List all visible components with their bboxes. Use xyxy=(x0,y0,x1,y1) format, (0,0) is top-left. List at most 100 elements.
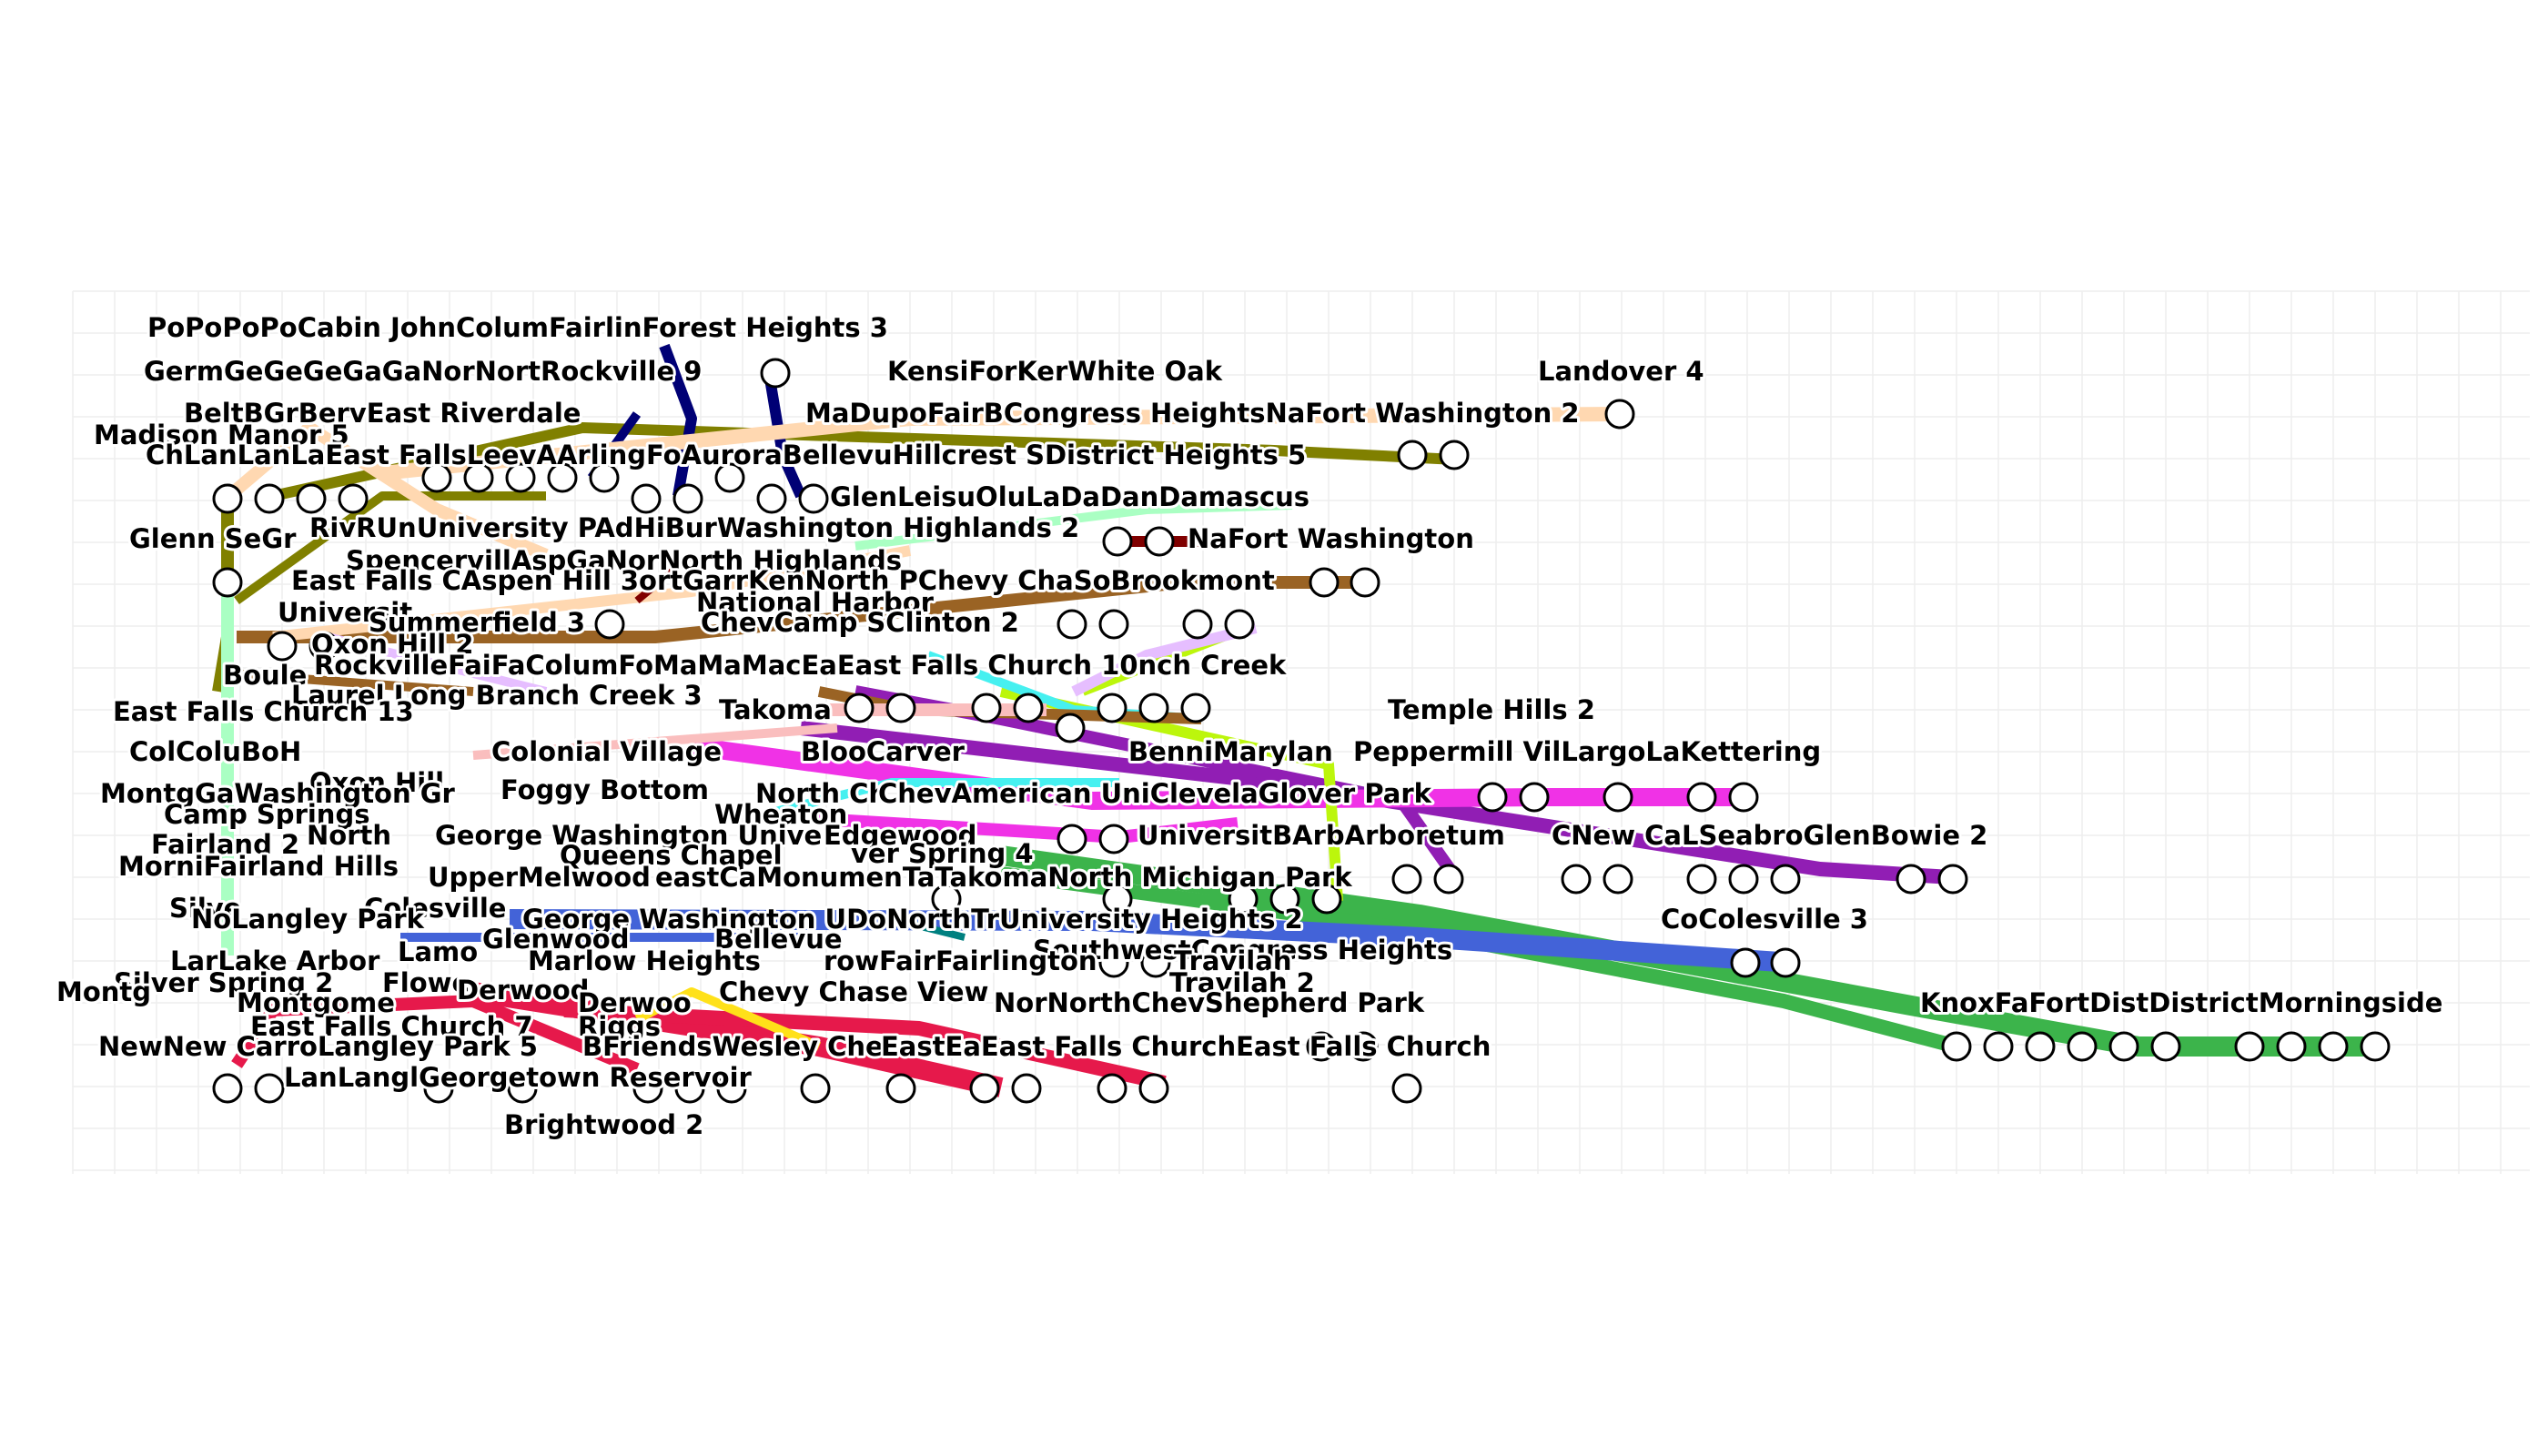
station-marker[interactable] xyxy=(1228,884,1259,915)
station-marker[interactable] xyxy=(1138,1073,1169,1104)
station-marker[interactable] xyxy=(716,1073,747,1104)
station-marker[interactable] xyxy=(1439,440,1470,470)
station-marker[interactable] xyxy=(1941,1031,1972,1062)
station-marker[interactable] xyxy=(1138,693,1169,723)
station-marker[interactable] xyxy=(1728,864,1759,895)
station-marker[interactable] xyxy=(338,483,369,514)
station-marker[interactable] xyxy=(1519,782,1550,813)
station-marker[interactable] xyxy=(1306,1031,1337,1062)
station-marker[interactable] xyxy=(1770,864,1801,895)
station-marker[interactable] xyxy=(1686,864,1717,895)
station-marker[interactable] xyxy=(2234,1031,2265,1062)
station-marker[interactable] xyxy=(931,884,962,915)
station-marker[interactable] xyxy=(1603,864,1633,895)
station-marker[interactable] xyxy=(632,1073,663,1104)
station-marker[interactable] xyxy=(1011,1073,1042,1104)
station-marker[interactable] xyxy=(296,483,327,514)
station-marker[interactable] xyxy=(1350,567,1380,598)
station-marker[interactable] xyxy=(589,462,620,493)
station-marker[interactable] xyxy=(1433,864,1464,895)
station-marker[interactable] xyxy=(1102,884,1133,915)
station-marker[interactable] xyxy=(2276,1031,2307,1062)
station-marker[interactable] xyxy=(1937,864,1968,895)
route-line-teal xyxy=(891,915,966,941)
station-marker[interactable] xyxy=(2318,1031,2349,1062)
route-line-pink xyxy=(472,723,838,760)
station-marker[interactable] xyxy=(800,1073,831,1104)
station-marker[interactable] xyxy=(1013,693,1044,723)
station-marker[interactable] xyxy=(505,462,536,493)
station-marker[interactable] xyxy=(1097,1073,1127,1104)
station-marker[interactable] xyxy=(1391,1073,1422,1104)
station-label: ver Spring 4 xyxy=(851,838,1034,869)
station-marker[interactable] xyxy=(2025,1031,2056,1062)
station-marker[interactable] xyxy=(1770,947,1801,978)
station-marker[interactable] xyxy=(254,483,285,514)
station-marker[interactable] xyxy=(1055,713,1086,743)
station-marker[interactable] xyxy=(2150,1031,2181,1062)
station-marker[interactable] xyxy=(885,1073,916,1104)
station-marker[interactable] xyxy=(1730,947,1761,978)
station-marker[interactable] xyxy=(267,631,298,662)
station-marker[interactable] xyxy=(212,567,243,598)
station-marker[interactable] xyxy=(1224,609,1255,640)
station-label: Marlow Heights xyxy=(528,945,761,976)
station-marker[interactable] xyxy=(1604,399,1635,430)
station-marker[interactable] xyxy=(2108,1031,2139,1062)
station-marker[interactable] xyxy=(1269,884,1300,915)
station-marker[interactable] xyxy=(1397,440,1428,470)
station-marker[interactable] xyxy=(2360,1031,2391,1062)
station-marker[interactable] xyxy=(672,483,703,514)
station-marker[interactable] xyxy=(1097,693,1127,723)
station-marker[interactable] xyxy=(1144,526,1175,557)
station-label: Wheaton xyxy=(714,799,847,830)
station-marker[interactable] xyxy=(1348,1031,1379,1062)
station-marker[interactable] xyxy=(1057,609,1087,640)
station-marker[interactable] xyxy=(631,483,662,514)
station-marker[interactable] xyxy=(254,1073,285,1104)
station-marker[interactable] xyxy=(1309,567,1340,598)
station-marker[interactable] xyxy=(594,609,625,640)
station-marker[interactable] xyxy=(798,483,829,514)
station-marker[interactable] xyxy=(423,1073,454,1104)
station-marker[interactable] xyxy=(969,1073,1000,1104)
station-marker[interactable] xyxy=(885,693,916,723)
station-marker[interactable] xyxy=(547,462,578,493)
station-marker[interactable] xyxy=(1098,947,1129,978)
station-marker[interactable] xyxy=(1102,526,1133,557)
station-marker[interactable] xyxy=(507,1073,538,1104)
station-marker[interactable] xyxy=(1561,864,1592,895)
station-marker[interactable] xyxy=(971,693,1002,723)
station-marker[interactable] xyxy=(674,1073,705,1104)
station-marker[interactable] xyxy=(2067,1031,2098,1062)
station-marker[interactable] xyxy=(1603,782,1633,813)
station-marker[interactable] xyxy=(760,358,791,389)
route-line-olive xyxy=(234,491,546,605)
station-label: Foggy Bottom xyxy=(500,774,709,805)
station-marker[interactable] xyxy=(1140,947,1171,978)
station-marker[interactable] xyxy=(756,483,787,514)
station-marker[interactable] xyxy=(1391,864,1422,895)
station-marker[interactable] xyxy=(1896,864,1926,895)
station-marker[interactable] xyxy=(1311,884,1342,915)
station-marker[interactable] xyxy=(1983,1031,2014,1062)
station-marker[interactable] xyxy=(463,462,494,493)
route-line-peach xyxy=(214,421,549,561)
station-marker[interactable] xyxy=(1098,824,1129,854)
station-marker[interactable] xyxy=(844,693,875,723)
station-marker[interactable] xyxy=(1057,824,1087,854)
station-labels: PoPoPoPoCabin JohnColumFairlinForest Hei… xyxy=(54,309,2445,1143)
station-marker[interactable] xyxy=(1728,782,1759,813)
station-marker[interactable] xyxy=(1180,693,1211,723)
station-marker[interactable] xyxy=(212,1073,243,1104)
station-marker[interactable] xyxy=(212,483,243,514)
station-marker[interactable] xyxy=(1182,609,1213,640)
route-line-magenta xyxy=(690,737,1747,810)
station-marker[interactable] xyxy=(1098,609,1129,640)
route-line-royal-blue xyxy=(509,909,1794,973)
station-marker[interactable] xyxy=(308,631,339,662)
station-marker[interactable] xyxy=(421,462,452,493)
station-marker[interactable] xyxy=(1477,782,1508,813)
station-marker[interactable] xyxy=(714,462,745,493)
station-marker[interactable] xyxy=(1686,782,1717,813)
